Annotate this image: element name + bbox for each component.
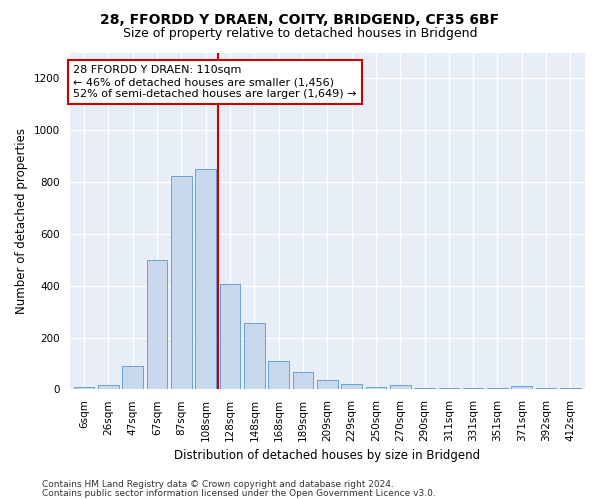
Bar	[268, 361, 289, 390]
Bar	[511, 386, 532, 390]
Text: 28, FFORDD Y DRAEN, COITY, BRIDGEND, CF35 6BF: 28, FFORDD Y DRAEN, COITY, BRIDGEND, CF3…	[100, 12, 500, 26]
Bar	[414, 388, 435, 390]
Bar	[293, 372, 313, 390]
Bar	[365, 386, 386, 390]
Bar	[98, 386, 119, 390]
Bar	[536, 388, 556, 390]
Bar	[147, 260, 167, 390]
Bar	[317, 380, 338, 390]
Text: Contains HM Land Registry data © Crown copyright and database right 2024.: Contains HM Land Registry data © Crown c…	[42, 480, 394, 489]
Bar	[487, 388, 508, 390]
Bar	[171, 176, 192, 390]
Bar	[122, 366, 143, 390]
Bar	[439, 388, 459, 390]
Bar	[244, 324, 265, 390]
Text: Size of property relative to detached houses in Bridgend: Size of property relative to detached ho…	[123, 28, 477, 40]
Text: 28 FFORDD Y DRAEN: 110sqm
← 46% of detached houses are smaller (1,456)
52% of se: 28 FFORDD Y DRAEN: 110sqm ← 46% of detac…	[73, 66, 356, 98]
Bar	[463, 388, 484, 390]
Bar	[220, 284, 241, 390]
Bar	[560, 388, 581, 390]
Text: Contains public sector information licensed under the Open Government Licence v3: Contains public sector information licen…	[42, 488, 436, 498]
Y-axis label: Number of detached properties: Number of detached properties	[15, 128, 28, 314]
Bar	[74, 386, 94, 390]
X-axis label: Distribution of detached houses by size in Bridgend: Distribution of detached houses by size …	[174, 450, 481, 462]
Bar	[390, 386, 410, 390]
Bar	[196, 169, 216, 390]
Bar	[341, 384, 362, 390]
